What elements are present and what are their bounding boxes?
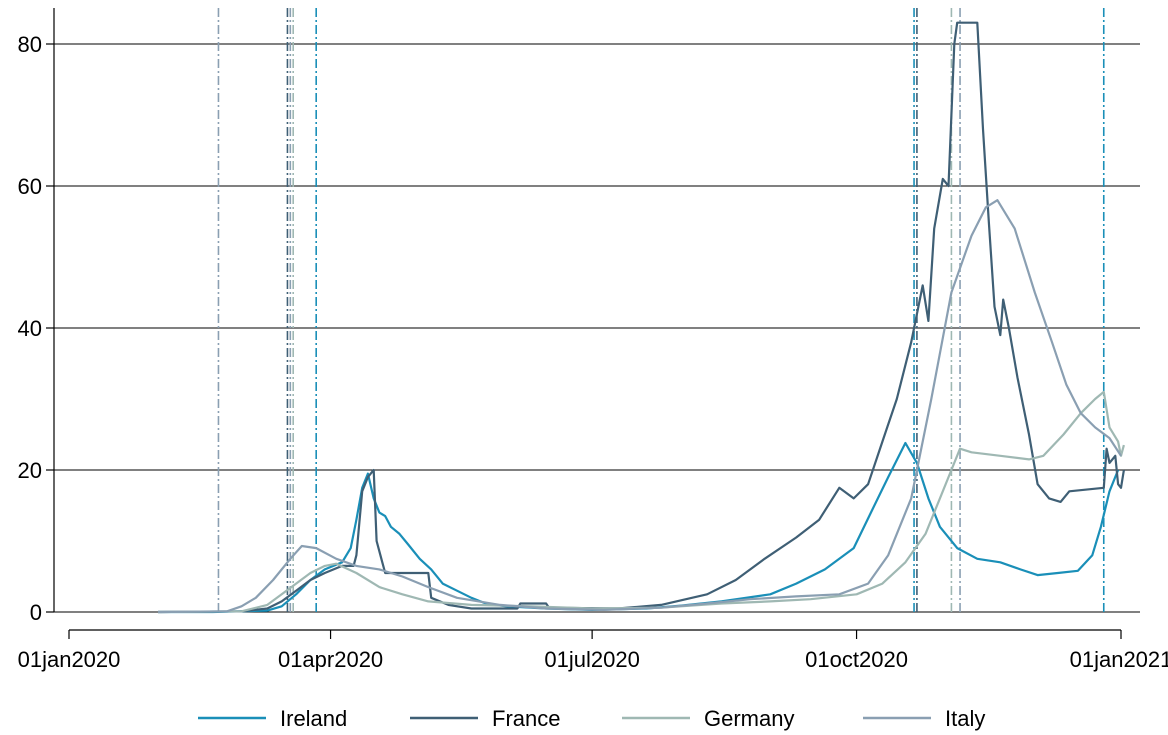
- y-tick-label: 80: [18, 32, 42, 57]
- axes: 0 20 40 60 80 01jan2020 01apr2020 01jul2020 01oc…: [18, 8, 1168, 672]
- x-tick-label: 01jan2020: [18, 647, 121, 672]
- y-tick-label: 20: [18, 458, 42, 483]
- series-lines: [158, 21, 1125, 614]
- x-tick-label: 01apr2020: [278, 647, 383, 672]
- series-line-italy: [158, 199, 1122, 614]
- x-tick-label: 01jan2021: [1070, 647, 1168, 672]
- event-vertical-lines: [217, 8, 1105, 612]
- y-tick-label: 40: [18, 316, 42, 341]
- legend-label: Germany: [704, 706, 794, 731]
- gridlines: [54, 43, 1140, 613]
- legend-label: France: [492, 706, 560, 731]
- y-tick-label: 60: [18, 174, 42, 199]
- x-tick-label: 01jul2020: [544, 647, 639, 672]
- series-line-germany: [158, 390, 1125, 614]
- legend-label: Italy: [945, 706, 985, 731]
- legend: Ireland France Germany Italy: [198, 706, 985, 731]
- series-line-france: [158, 21, 1125, 614]
- legend-label: Ireland: [280, 706, 347, 731]
- y-tick-label: 0: [30, 600, 42, 625]
- x-tick-label: 01oct2020: [805, 647, 908, 672]
